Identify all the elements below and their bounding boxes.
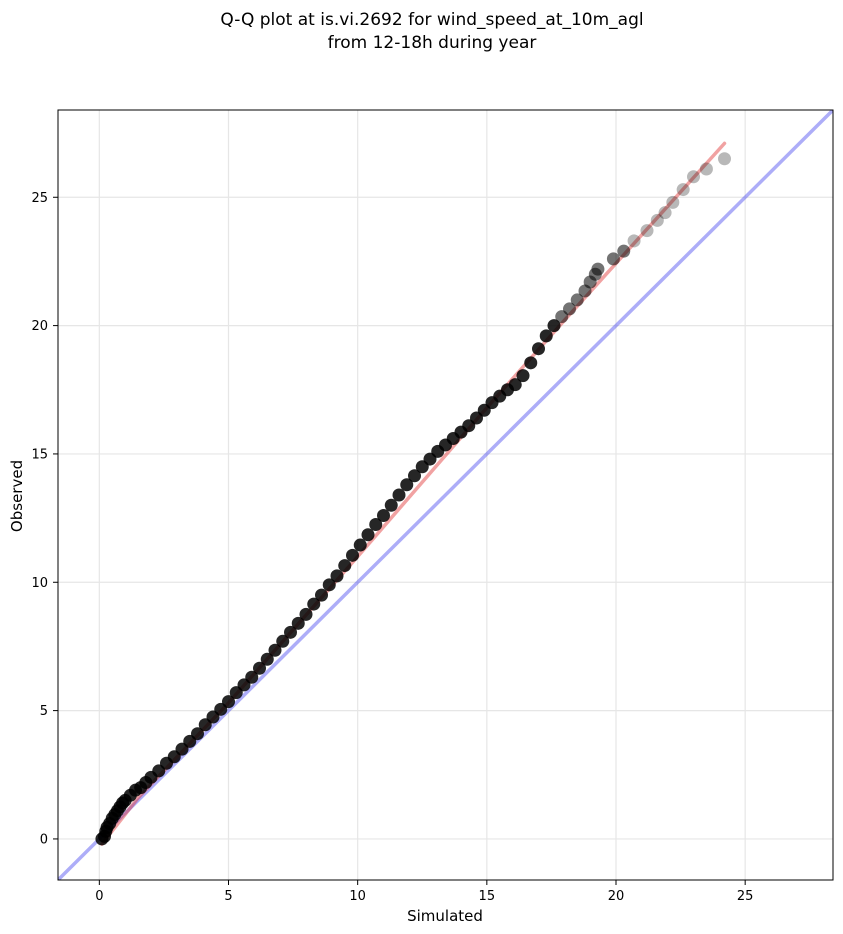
identity-line xyxy=(58,110,833,880)
data-point xyxy=(369,518,383,532)
x-tick-label-0: 0 xyxy=(95,889,103,904)
x-axis-label: Simulated xyxy=(407,907,483,925)
data-point xyxy=(687,170,700,184)
y-tick-label-15: 15 xyxy=(31,447,48,462)
y-tick-label-20: 20 xyxy=(31,319,48,334)
data-point xyxy=(400,478,414,492)
data-point xyxy=(524,356,538,370)
data-point xyxy=(361,528,375,542)
chart-title-line-2: from 12-18h during year xyxy=(328,33,537,53)
data-point xyxy=(676,183,690,197)
chart-title-line-1: Q-Q plot at is.vi.2692 for wind_speed_at… xyxy=(220,10,643,30)
tick-labels: 0 5 10 15 20 25 0 5 10 15 20 25 xyxy=(31,191,753,904)
data-point xyxy=(392,488,406,502)
data-point xyxy=(191,727,204,741)
data-point xyxy=(539,329,553,343)
data-point xyxy=(650,213,664,227)
data-point xyxy=(617,244,631,258)
data-point xyxy=(547,319,561,333)
data-point xyxy=(268,643,282,657)
data-point xyxy=(338,559,352,573)
y-axis-label: Observed xyxy=(8,460,26,532)
data-point xyxy=(591,262,605,276)
data-point xyxy=(699,162,713,176)
identity-line-path xyxy=(58,110,833,880)
x-tick-label-25: 25 xyxy=(737,889,754,904)
data-point xyxy=(384,498,398,512)
data-point xyxy=(718,152,731,166)
x-tick-label-5: 5 xyxy=(224,889,232,904)
x-tick-label-10: 10 xyxy=(349,889,366,904)
y-tick-label-25: 25 xyxy=(31,191,48,206)
data-point xyxy=(299,607,313,621)
data-point xyxy=(658,206,672,220)
data-point xyxy=(516,369,530,383)
data-point xyxy=(640,224,654,238)
data-point xyxy=(291,616,305,630)
data-point xyxy=(284,625,297,639)
data-point xyxy=(253,661,266,675)
data-point xyxy=(222,695,235,709)
y-tick-label-10: 10 xyxy=(31,576,48,591)
data-point xyxy=(346,548,359,562)
data-point xyxy=(307,597,321,611)
quantile-points xyxy=(95,152,731,846)
plot-frame xyxy=(57,109,834,881)
data-point xyxy=(330,569,344,583)
data-point xyxy=(408,469,421,483)
data-point xyxy=(508,378,522,392)
data-point xyxy=(606,252,620,266)
data-point xyxy=(322,578,336,592)
data-point xyxy=(353,538,367,552)
data-point xyxy=(276,634,290,648)
data-point xyxy=(570,293,584,307)
x-tick-label-15: 15 xyxy=(479,889,496,904)
axes xyxy=(53,109,834,885)
data-point xyxy=(563,302,576,316)
data-point xyxy=(260,652,274,666)
data-point xyxy=(377,509,390,523)
data-point xyxy=(245,670,259,684)
y-tick-label-5: 5 xyxy=(40,704,48,719)
grid xyxy=(58,110,833,880)
data-point xyxy=(315,588,328,602)
data-point xyxy=(627,234,641,248)
data-point xyxy=(532,342,545,356)
y-tick-label-0: 0 xyxy=(40,832,48,847)
x-tick-label-20: 20 xyxy=(608,889,625,904)
data-point xyxy=(666,195,680,209)
